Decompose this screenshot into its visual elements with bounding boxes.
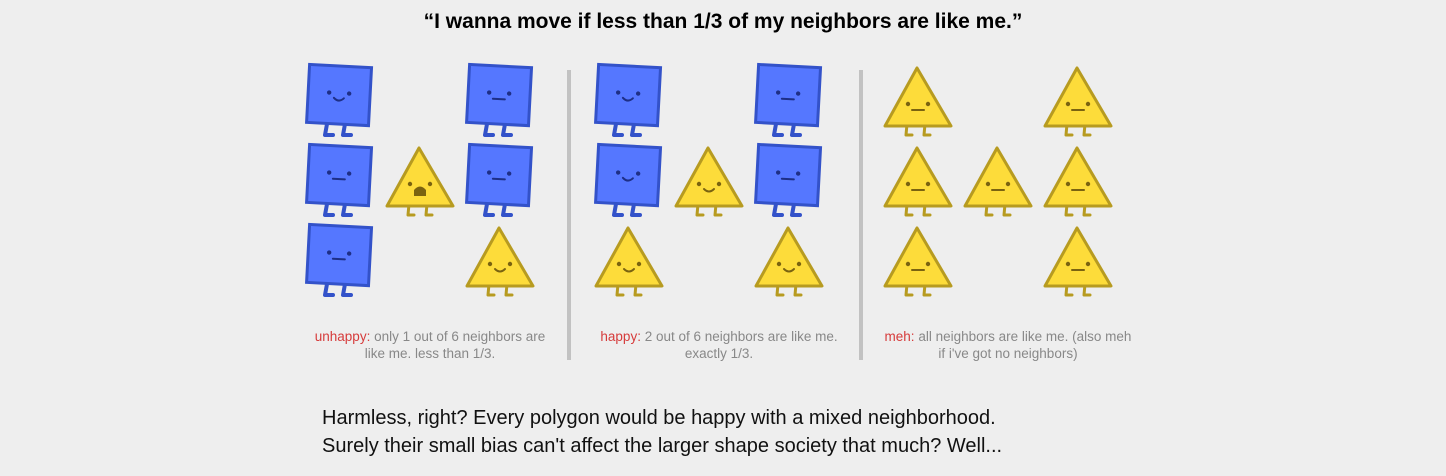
triangle-character-icon xyxy=(385,146,455,217)
triangle-character-icon xyxy=(883,226,953,297)
square-character-icon xyxy=(304,62,374,137)
meh-face-icon xyxy=(905,181,931,191)
body-line: Harmless, right? Every polygon would be … xyxy=(322,407,996,429)
meh-face-icon xyxy=(905,101,931,111)
neighborhood-grid-happy xyxy=(593,62,824,297)
meh-face-icon xyxy=(775,170,801,181)
square-character-icon xyxy=(593,142,663,217)
meh-face-icon xyxy=(1065,101,1091,111)
body-line: Surely their small bias can't affect the… xyxy=(322,435,1003,457)
happy-face-icon xyxy=(487,261,513,273)
happy-face-icon xyxy=(326,90,352,102)
panel-divider xyxy=(859,70,863,360)
caption-text-meh: all neighbors are like me. (also meh if … xyxy=(918,329,1132,361)
happy-face-icon xyxy=(615,170,641,182)
triangle-character-icon xyxy=(883,66,953,137)
triangle-character-icon xyxy=(1043,226,1113,297)
triangle-character-icon xyxy=(1043,66,1113,137)
triangle-character-icon xyxy=(963,146,1033,217)
meh-face-icon xyxy=(775,90,801,101)
square-character-icon xyxy=(304,142,374,217)
happy-face-icon xyxy=(615,90,641,102)
triangle-character-icon xyxy=(674,146,744,217)
caption-text-unhappy: only 1 out of 6 neighbors are like me. l… xyxy=(364,329,546,361)
neighborhood-grid-unhappy xyxy=(304,62,535,297)
panel-meh: meh: all neighbors are like me. (also me… xyxy=(883,60,1153,362)
meh-face-icon xyxy=(486,90,512,101)
triangle-character-icon xyxy=(594,226,664,297)
square-character-icon xyxy=(753,142,823,217)
caption-text-happy: 2 out of 6 neighbors are like me. exactl… xyxy=(644,329,838,361)
triangle-character-icon xyxy=(1043,146,1113,217)
body-paragraph: Harmless, right? Every polygon would be … xyxy=(322,404,1322,460)
square-character-icon xyxy=(464,62,534,137)
happy-face-icon xyxy=(696,181,722,193)
triangle-character-icon xyxy=(754,226,824,297)
panel-divider xyxy=(567,70,571,360)
triangle-character-icon xyxy=(465,226,535,297)
meh-face-icon xyxy=(1065,261,1091,271)
happy-face-icon xyxy=(616,261,642,273)
panel-unhappy: unhappy: only 1 out of 6 neighbors are l… xyxy=(304,60,575,362)
meh-face-icon xyxy=(1065,181,1091,191)
square-character-icon xyxy=(304,222,374,297)
caption-meh: meh: all neighbors are like me. (also me… xyxy=(883,328,1133,362)
mood-label-meh: meh: xyxy=(884,329,915,344)
meh-face-icon xyxy=(486,170,512,181)
triangle-character-icon xyxy=(883,146,953,217)
headline-quote: “I wanna move if less than 1/3 of my nei… xyxy=(423,10,1023,33)
meh-face-icon xyxy=(326,250,352,261)
caption-unhappy: unhappy: only 1 out of 6 neighbors are l… xyxy=(305,328,555,362)
meh-face-icon xyxy=(985,181,1011,191)
square-character-icon xyxy=(593,62,663,137)
neighborhood-grid-meh xyxy=(883,66,1113,297)
caption-happy: happy: 2 out of 6 neighbors are like me.… xyxy=(594,328,844,362)
mood-label-unhappy: unhappy: xyxy=(314,329,371,344)
happy-face-icon xyxy=(776,261,802,273)
mood-label-happy: happy: xyxy=(600,329,641,344)
sad-face-icon xyxy=(407,181,433,196)
meh-face-icon xyxy=(905,261,931,271)
square-character-icon xyxy=(464,142,534,217)
square-character-icon xyxy=(753,62,823,137)
meh-face-icon xyxy=(326,170,352,181)
panel-happy: happy: 2 out of 6 neighbors are like me.… xyxy=(593,60,864,362)
